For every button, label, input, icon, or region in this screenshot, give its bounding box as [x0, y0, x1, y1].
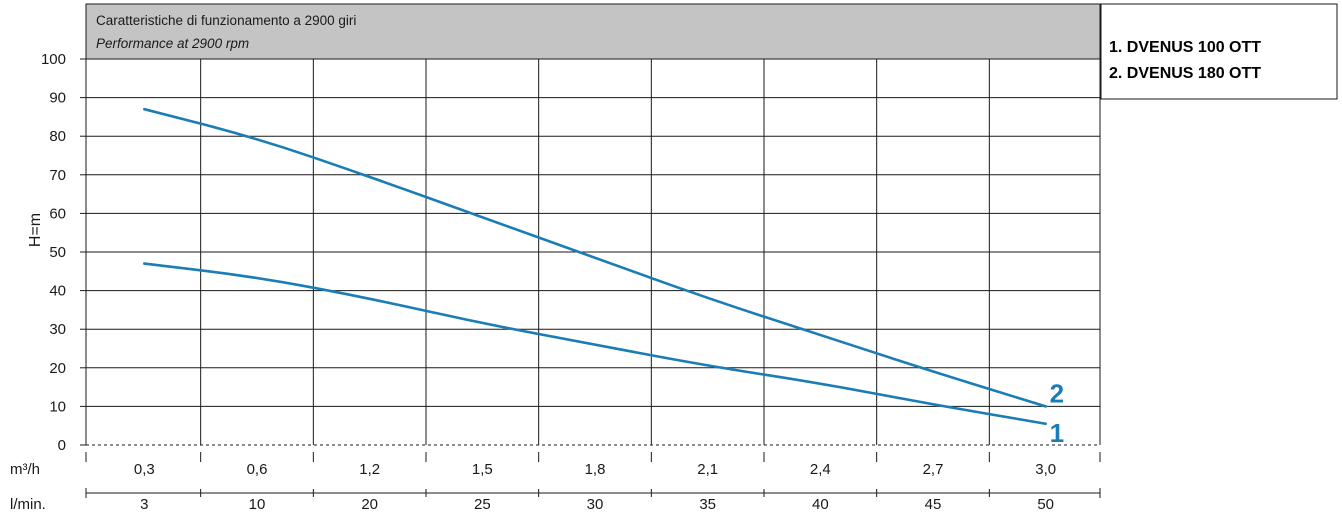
chart-title-en: Performance at 2900 rpm	[96, 36, 249, 51]
x-tick-label: 50	[1037, 496, 1054, 513]
x-tick-label: 0,6	[247, 461, 268, 478]
x-tick-label: 1,5	[472, 461, 493, 478]
y-tick-label: 90	[49, 90, 66, 107]
legend-item-2: 2. DVENUS 180 OTT	[1109, 65, 1261, 82]
y-tick-label: 0	[58, 437, 66, 454]
y-tick-label: 30	[49, 321, 66, 338]
x-tick-label: 0,3	[134, 461, 155, 478]
x-tick-label: 1,2	[359, 461, 380, 478]
y-axis-label: H=m	[27, 213, 44, 247]
chart-title-it: Caratteristiche di funzionamento a 2900 …	[96, 13, 356, 28]
y-tick-label: 10	[49, 398, 66, 415]
y-tick-label: 70	[49, 167, 66, 184]
series-line-1	[143, 262, 1047, 426]
x-tick-label: 2,7	[923, 461, 944, 478]
series-line-2	[143, 107, 1047, 408]
x-axes: m³/h 0,3 0,6 1,2 1,5 1,8 2,1 2,4 2,7 3,0 l/min. 3 10…	[10, 452, 1101, 513]
x-axis-label: l/min.	[10, 496, 46, 513]
x-tick-label: 3,0	[1035, 461, 1056, 478]
x-tick-label: 30	[587, 496, 604, 513]
y-tick-label: 60	[49, 205, 66, 222]
series-end-label-1: 1	[1050, 418, 1064, 448]
x-tick-label: 10	[249, 496, 266, 513]
x-tick-label: 35	[699, 496, 716, 513]
series-lines: 12	[143, 107, 1064, 448]
y-tick-label: 50	[49, 244, 66, 261]
y-tick-label: 40	[49, 283, 66, 300]
series-end-label-2: 2	[1050, 378, 1064, 408]
x-tick-label: 45	[925, 496, 942, 513]
x-tick-label: 20	[361, 496, 378, 513]
legend-item-1: 1. DVENUS 100 OTT	[1109, 39, 1261, 56]
x-tick-label: 25	[474, 496, 491, 513]
legend-box	[1100, 3, 1338, 100]
chart-grid	[80, 58, 1101, 446]
chart-header-band	[85, 3, 1101, 60]
y-tick-label: 80	[49, 128, 66, 145]
x-tick-label: 2,1	[697, 461, 718, 478]
x-axis-label: m³/h	[10, 461, 40, 478]
x-tick-label: 2,4	[810, 461, 831, 478]
x-tick-label: 40	[812, 496, 829, 513]
y-tick-label: 20	[49, 360, 66, 377]
y-axis-ticks: 0 10 20 30 40 50 60 70 80 90 100	[41, 51, 66, 454]
y-tick-label: 100	[41, 51, 66, 68]
x-tick-label: 3	[140, 496, 148, 513]
x-tick-label: 1,8	[585, 461, 606, 478]
